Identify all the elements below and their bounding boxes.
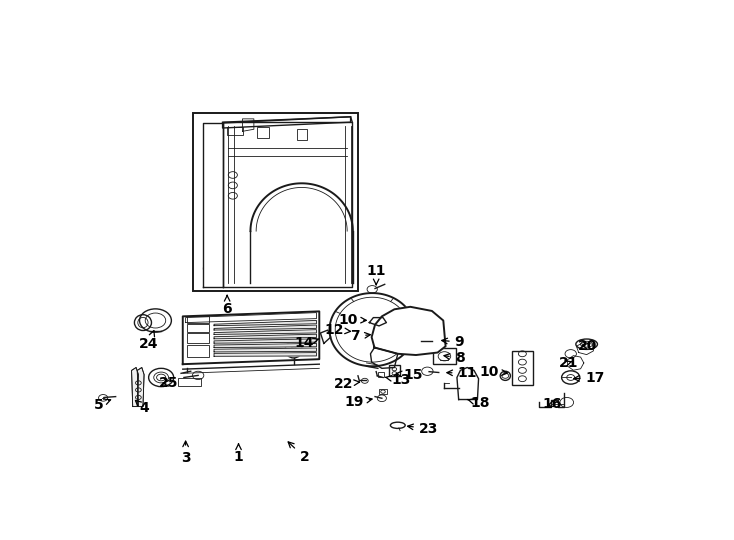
Polygon shape	[214, 325, 316, 330]
Polygon shape	[214, 339, 316, 343]
Polygon shape	[214, 353, 316, 356]
Bar	[206, 191, 217, 198]
Bar	[257, 127, 269, 138]
Polygon shape	[214, 320, 316, 326]
Text: 14: 14	[294, 336, 319, 350]
Text: 17: 17	[574, 371, 605, 385]
Text: 11: 11	[447, 366, 477, 380]
Text: 9: 9	[442, 335, 465, 349]
Bar	[404, 328, 419, 336]
Text: 16: 16	[543, 397, 562, 411]
Text: 12: 12	[325, 323, 351, 337]
Text: 6: 6	[222, 295, 232, 316]
Text: 11: 11	[366, 264, 386, 285]
Text: 8: 8	[444, 351, 465, 365]
Text: 15: 15	[396, 368, 423, 382]
Text: 5: 5	[93, 397, 111, 411]
Text: 25: 25	[159, 376, 178, 390]
Text: 4: 4	[136, 401, 149, 415]
Bar	[379, 373, 384, 377]
Bar	[379, 389, 387, 394]
Bar	[386, 327, 402, 336]
Bar	[206, 174, 217, 181]
Polygon shape	[214, 334, 316, 339]
Polygon shape	[214, 329, 316, 334]
Bar	[187, 345, 209, 357]
Bar	[178, 379, 201, 386]
Bar	[187, 316, 209, 322]
Polygon shape	[371, 307, 446, 355]
Polygon shape	[131, 368, 139, 407]
Bar	[227, 127, 243, 136]
Bar	[389, 366, 400, 376]
Bar	[187, 333, 209, 342]
Text: 24: 24	[139, 330, 159, 351]
Polygon shape	[214, 348, 316, 352]
Text: 20: 20	[578, 339, 597, 353]
Bar	[297, 129, 307, 140]
Text: 2: 2	[288, 442, 309, 464]
Text: 18: 18	[468, 396, 490, 410]
Bar	[433, 348, 456, 364]
Text: 13: 13	[385, 373, 411, 387]
Polygon shape	[137, 368, 144, 407]
Text: 3: 3	[181, 441, 190, 464]
Bar	[386, 315, 402, 325]
Text: 10: 10	[479, 364, 507, 379]
Polygon shape	[203, 123, 222, 287]
Bar	[206, 224, 217, 231]
Text: 22: 22	[334, 377, 360, 391]
Bar	[206, 157, 217, 165]
Bar	[206, 240, 217, 248]
Text: 21: 21	[559, 355, 578, 369]
Bar	[462, 385, 477, 399]
Polygon shape	[214, 343, 316, 348]
Polygon shape	[457, 368, 479, 400]
Text: 7: 7	[351, 329, 371, 343]
Bar	[193, 113, 358, 292]
Bar	[206, 207, 217, 214]
Bar	[512, 351, 533, 385]
Bar	[187, 324, 209, 332]
Bar	[404, 316, 419, 325]
Text: 10: 10	[338, 313, 366, 327]
Text: 23: 23	[407, 422, 438, 436]
Text: 1: 1	[233, 444, 244, 464]
Text: 19: 19	[344, 395, 372, 409]
